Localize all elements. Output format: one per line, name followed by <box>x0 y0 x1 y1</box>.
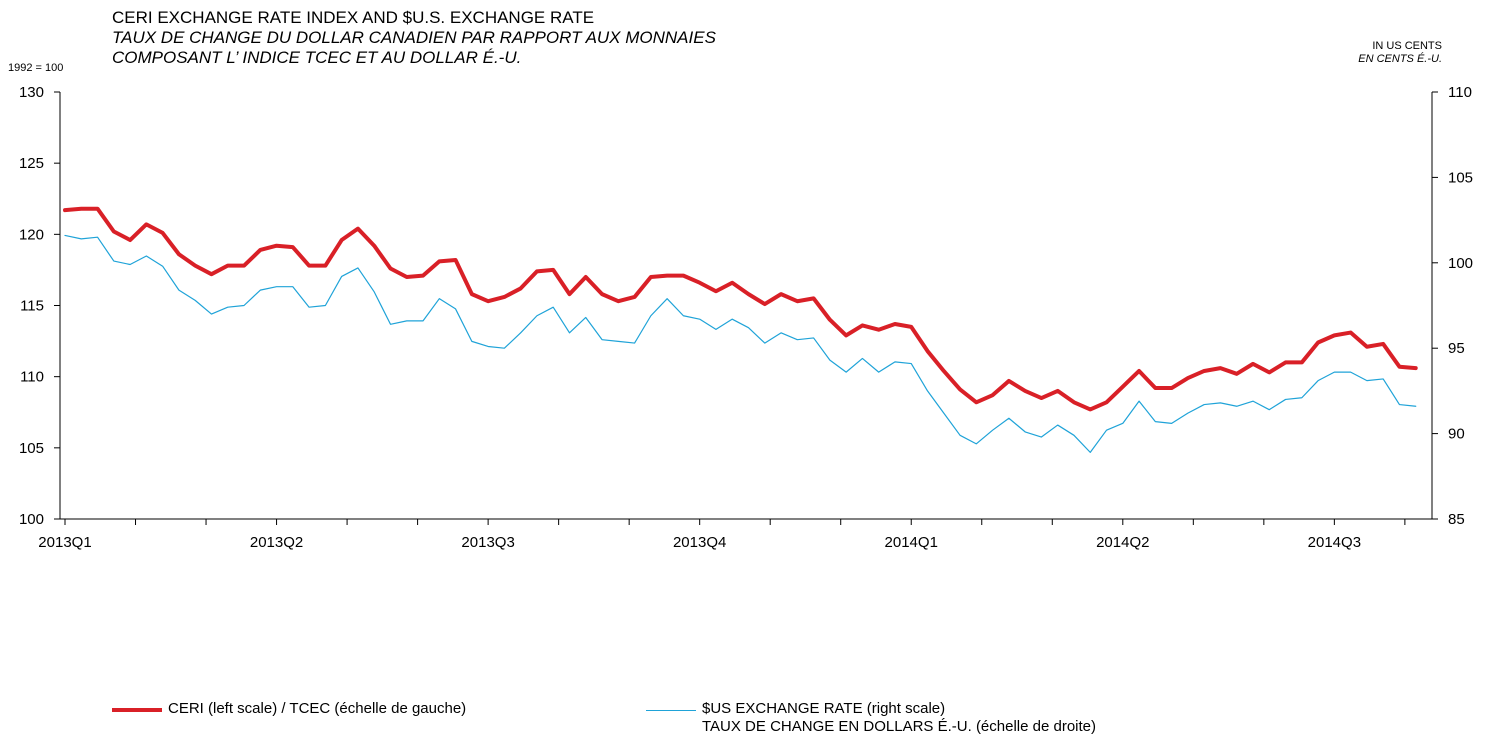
legend-label-us-rate-french: TAUX DE CHANGE EN DOLLARS É.-U. (échelle… <box>702 718 1097 735</box>
chart-title: CERI EXCHANGE RATE INDEX AND $U.S. EXCHA… <box>112 8 716 68</box>
left-tick-label-120: 120 <box>19 226 44 243</box>
series-line-ceri <box>63 206 1418 412</box>
right-axis-unit: IN US CENTS EN CENTS É.-U. <box>1358 40 1442 66</box>
right-tick-label-85: 85 <box>1448 511 1465 528</box>
legend-swatch-us-rate <box>646 710 696 711</box>
legend-label-us-rate: $US EXCHANGE RATE (right scale) TAUX DE … <box>702 700 1096 736</box>
x-tick-label-2013Q2: 2013Q2 <box>250 534 303 551</box>
title-french-line2: COMPOSANT L’ INDICE TCEC ET AU DOLLAR É.… <box>112 48 522 67</box>
right-axis-unit-french: EN CENTS É.-U. <box>1358 53 1442 65</box>
left-axis-unit: 1992 = 100 <box>8 62 64 74</box>
left-tick-label-105: 105 <box>19 440 44 457</box>
left-tick-label-110: 110 <box>20 369 44 386</box>
right-tick-label-95: 95 <box>1448 340 1465 357</box>
right-tick-label-100: 100 <box>1448 255 1473 272</box>
legend-label-ceri: CERI (left scale) / TCEC (échelle de gau… <box>168 700 467 717</box>
right-tick-label-110: 110 <box>1448 84 1472 101</box>
right-axis-unit-english: IN US CENTS <box>1372 40 1442 52</box>
left-tick-label-115: 115 <box>20 298 44 315</box>
tick-labels: 100 105 110 115 120 125 130 85 90 95 100 105 110 2013… <box>19 84 1473 551</box>
legend-swatch-ceri <box>112 708 162 712</box>
series-line-us-rate <box>64 234 1417 453</box>
title-english: CERI EXCHANGE RATE INDEX AND $U.S. EXCHA… <box>112 8 595 27</box>
tick-marks <box>54 91 1438 525</box>
series-lines <box>63 206 1418 453</box>
x-tick-label-2013Q1: 2013Q1 <box>38 534 91 551</box>
x-tick-label-2014Q3: 2014Q3 <box>1308 534 1361 551</box>
x-tick-label-2014Q1: 2014Q1 <box>885 534 938 551</box>
x-tick-label-2014Q2: 2014Q2 <box>1096 534 1149 551</box>
right-tick-label-90: 90 <box>1448 426 1465 443</box>
x-tick-label-2013Q3: 2013Q3 <box>461 534 514 551</box>
x-tick-label-2013Q4: 2013Q4 <box>673 534 726 551</box>
title-french-line1: TAUX DE CHANGE DU DOLLAR CANADIEN PAR RA… <box>112 28 716 47</box>
legend-label-us-rate-english: $US EXCHANGE RATE (right scale) <box>702 700 946 717</box>
left-tick-label-100: 100 <box>19 511 44 528</box>
left-tick-label-130: 130 <box>19 84 44 101</box>
left-tick-label-125: 125 <box>19 155 44 172</box>
right-tick-label-105: 105 <box>1448 169 1473 186</box>
axes <box>59 92 1433 520</box>
